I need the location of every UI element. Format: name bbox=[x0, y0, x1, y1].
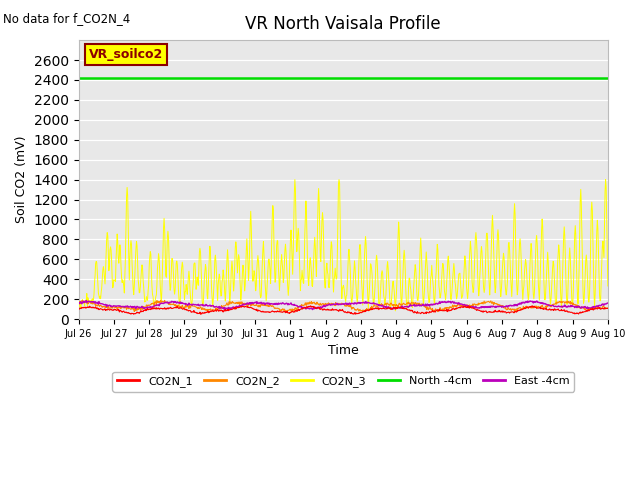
Y-axis label: Soil CO2 (mV): Soil CO2 (mV) bbox=[15, 136, 28, 223]
X-axis label: Time: Time bbox=[328, 344, 358, 357]
Legend: CO2N_1, CO2N_2, CO2N_3, North -4cm, East -4cm: CO2N_1, CO2N_2, CO2N_3, North -4cm, East… bbox=[113, 372, 574, 392]
Text: No data for f_CO2N_4: No data for f_CO2N_4 bbox=[3, 12, 131, 25]
Text: VR_soilco2: VR_soilco2 bbox=[89, 48, 163, 61]
Title: VR North Vaisala Profile: VR North Vaisala Profile bbox=[245, 15, 441, 33]
